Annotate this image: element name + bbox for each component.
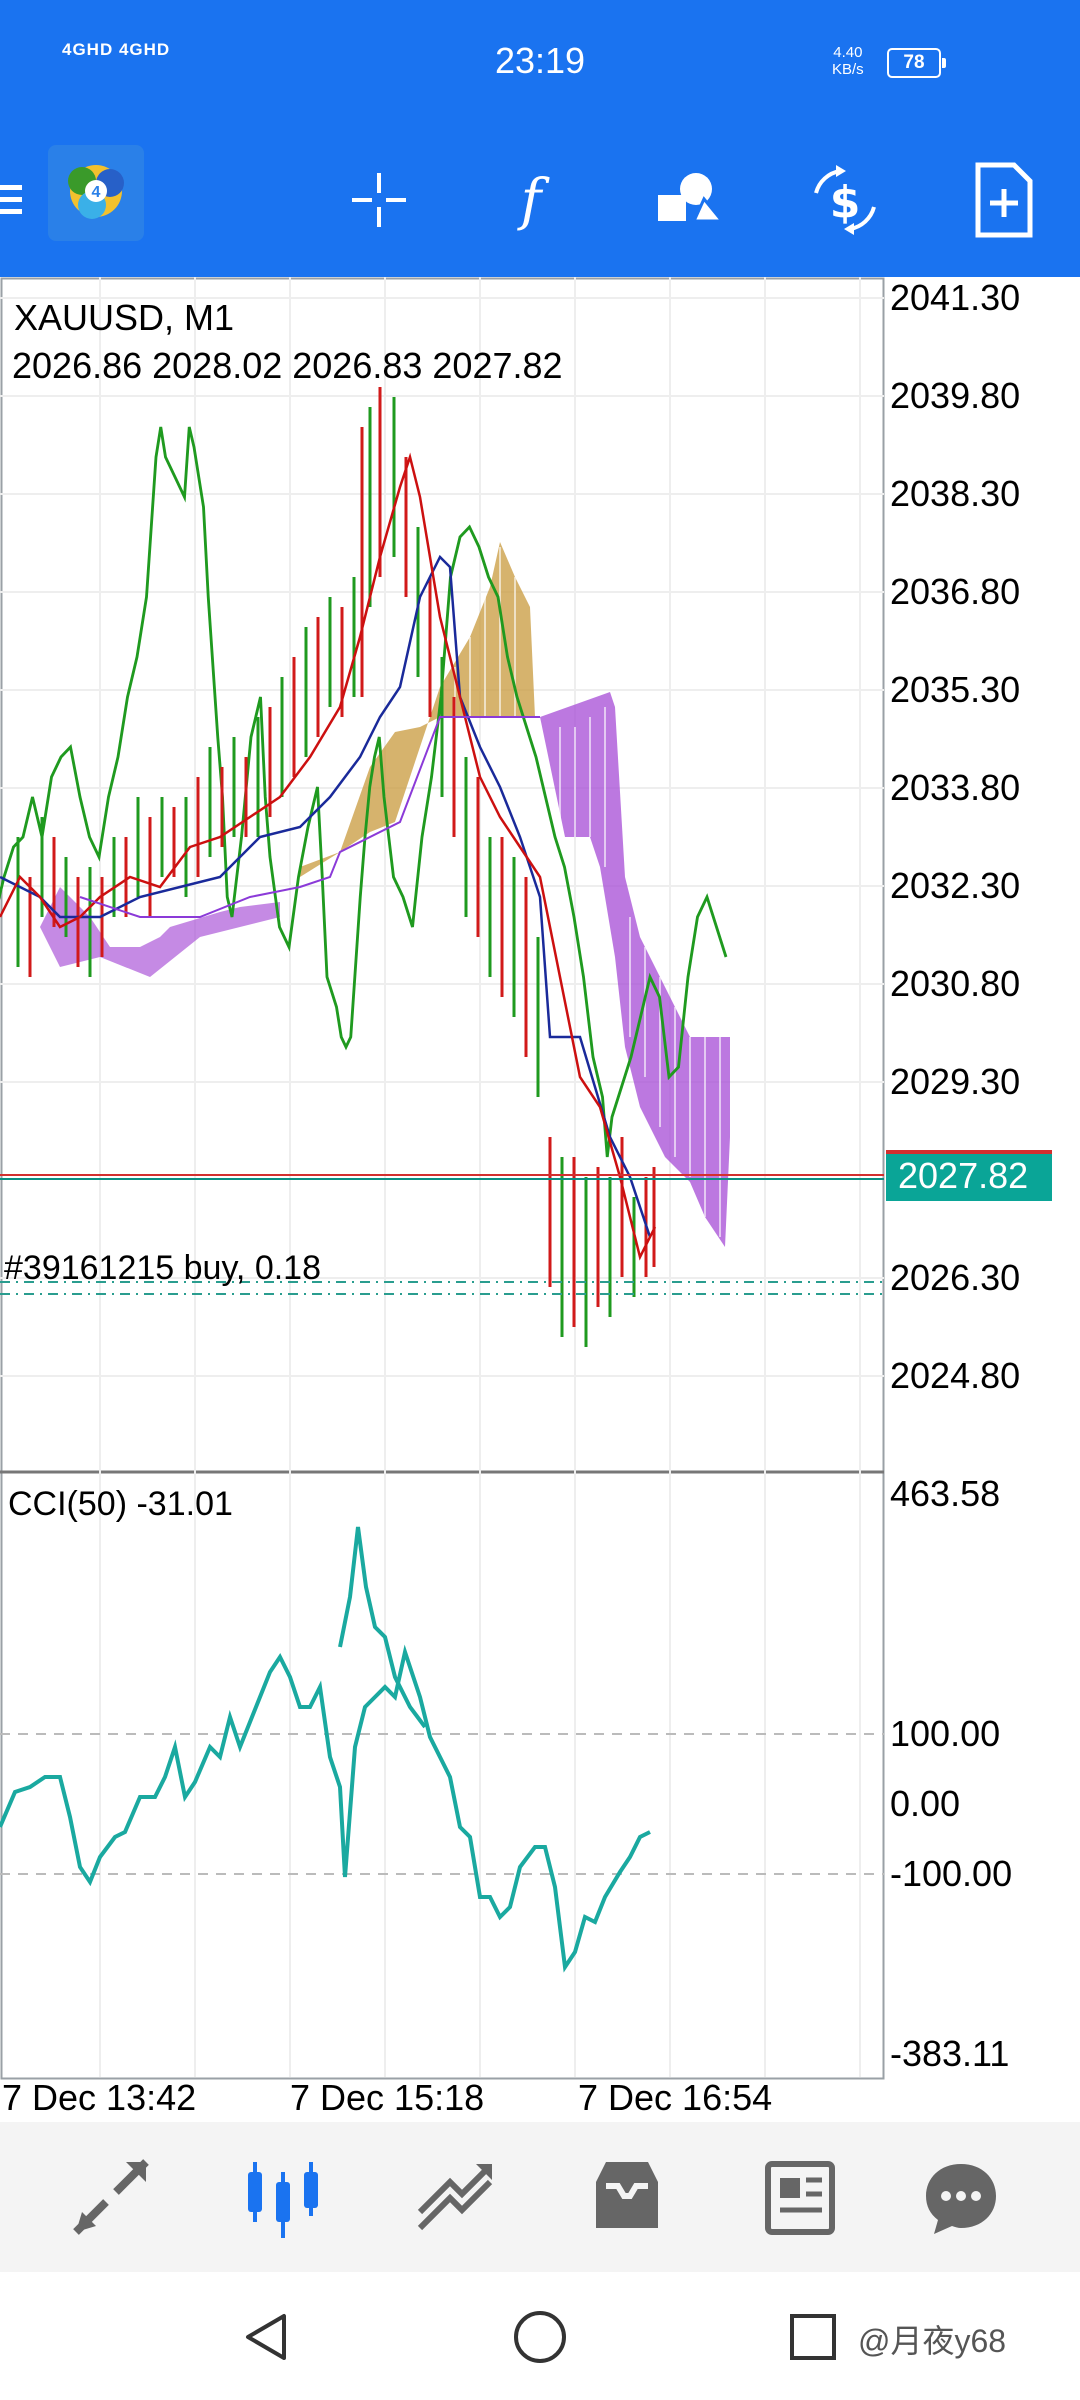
tenkan-sen-line xyxy=(0,452,657,1261)
indicator-axis-label: -383.11 xyxy=(890,2033,1010,2074)
chart-toolbar: 4 f $ xyxy=(0,125,1080,277)
indicators-icon[interactable]: f xyxy=(486,155,576,245)
position-label[interactable]: #39161215 buy, 0.18 xyxy=(4,1249,321,1287)
time-label: 7 Dec 16:54 xyxy=(578,2077,773,2118)
kumo-cloud-bear xyxy=(540,692,730,1247)
messages-icon[interactable] xyxy=(916,2152,1006,2242)
chart-area[interactable]: XAUUSD, M1 2026.86 2028.02 2026.83 2027.… xyxy=(0,277,1080,2122)
home-icon[interactable] xyxy=(505,2302,575,2372)
back-icon[interactable] xyxy=(232,2302,302,2372)
indicator-axis-label: -100.00 xyxy=(890,1853,1013,1894)
cci-levels xyxy=(0,1733,884,1875)
symbol-label: XAUUSD, M1 xyxy=(14,297,235,338)
kumo-hatch xyxy=(454,547,721,1237)
svg-text:4: 4 xyxy=(92,184,101,201)
indicator-name: CCI(50) xyxy=(8,1485,128,1523)
clock: 23:19 xyxy=(494,40,586,81)
vertical-grid xyxy=(99,277,861,2077)
history-icon[interactable] xyxy=(582,2152,672,2242)
price-label: 2029.30 xyxy=(890,1061,1021,1102)
news-icon[interactable] xyxy=(754,2152,844,2242)
svg-text:f: f xyxy=(517,168,551,233)
crosshair-icon[interactable] xyxy=(334,155,424,245)
cci-spike xyxy=(338,1526,427,1729)
battery-indicator: 78 xyxy=(887,48,946,78)
watermark-text: @月夜y68 xyxy=(858,2323,1007,2359)
senkou-b-line xyxy=(79,716,540,918)
svg-text:$: $ xyxy=(830,177,861,228)
price-label: 2032.30 xyxy=(890,865,1021,906)
menu-icon[interactable] xyxy=(0,155,42,245)
price-label: 2033.80 xyxy=(890,767,1021,808)
price-label: 2026.30 xyxy=(890,1257,1021,1298)
trade-icon[interactable] xyxy=(410,2152,500,2242)
chikou-span-line xyxy=(0,426,728,1158)
trade-icon[interactable]: $ xyxy=(800,155,890,245)
indicator-label: CCI(50) -31.01 xyxy=(8,1485,233,1524)
status-bar: 4GHD 4GHD 23:19 4.40 KB/s 78 xyxy=(0,0,1080,125)
recents-icon[interactable] xyxy=(778,2302,848,2372)
indicator-axis-label: 100.00 xyxy=(890,1713,1001,1754)
indicator-axis-label: 463.58 xyxy=(890,1473,1001,1514)
price-label: 2035.30 xyxy=(890,669,1021,710)
network-speed-unit: KB/s xyxy=(832,61,864,78)
network-speed: 4.40 KB/s xyxy=(832,44,864,78)
time-label: 7 Dec 13:42 xyxy=(2,2077,197,2118)
quotes-icon[interactable] xyxy=(66,2152,156,2242)
kumo-cloud-bear-left xyxy=(40,887,280,977)
price-label: 2030.80 xyxy=(890,963,1021,1004)
price-label: 2024.80 xyxy=(890,1355,1021,1396)
kijun-sen-line xyxy=(0,554,652,1238)
chart-icon[interactable] xyxy=(238,2152,328,2242)
ask-price-marker xyxy=(886,1150,1052,1154)
candles xyxy=(16,387,656,1347)
ohlc-label: 2026.86 2028.02 2026.83 2027.82 xyxy=(12,345,563,386)
current-price-badge xyxy=(886,1153,1052,1201)
current-price-label: 2027.82 xyxy=(898,1155,1029,1196)
indicator-axis-label: 0.00 xyxy=(890,1783,961,1824)
kumo-cloud-bull xyxy=(300,542,535,877)
bottom-navigation xyxy=(0,2122,1080,2272)
price-label: 2036.80 xyxy=(890,571,1021,612)
objects-icon[interactable] xyxy=(644,155,734,245)
system-navigation xyxy=(0,2272,1080,2400)
cci-line xyxy=(0,1644,651,1973)
indicator-value: -31.01 xyxy=(136,1485,233,1523)
price-label: 2039.80 xyxy=(890,375,1021,416)
price-chart[interactable] xyxy=(0,277,1080,2122)
time-label: 7 Dec 15:18 xyxy=(290,2077,485,2118)
metatrader-logo[interactable]: 4 xyxy=(48,145,144,241)
price-label: 2038.30 xyxy=(890,473,1021,514)
horizontal-grid xyxy=(0,297,884,1377)
price-label: 2041.30 xyxy=(890,277,1021,318)
network-indicator: 4GHD 4GHD xyxy=(62,40,171,59)
new-order-icon[interactable] xyxy=(958,155,1048,245)
network-speed-value: 4.40 xyxy=(833,44,863,61)
